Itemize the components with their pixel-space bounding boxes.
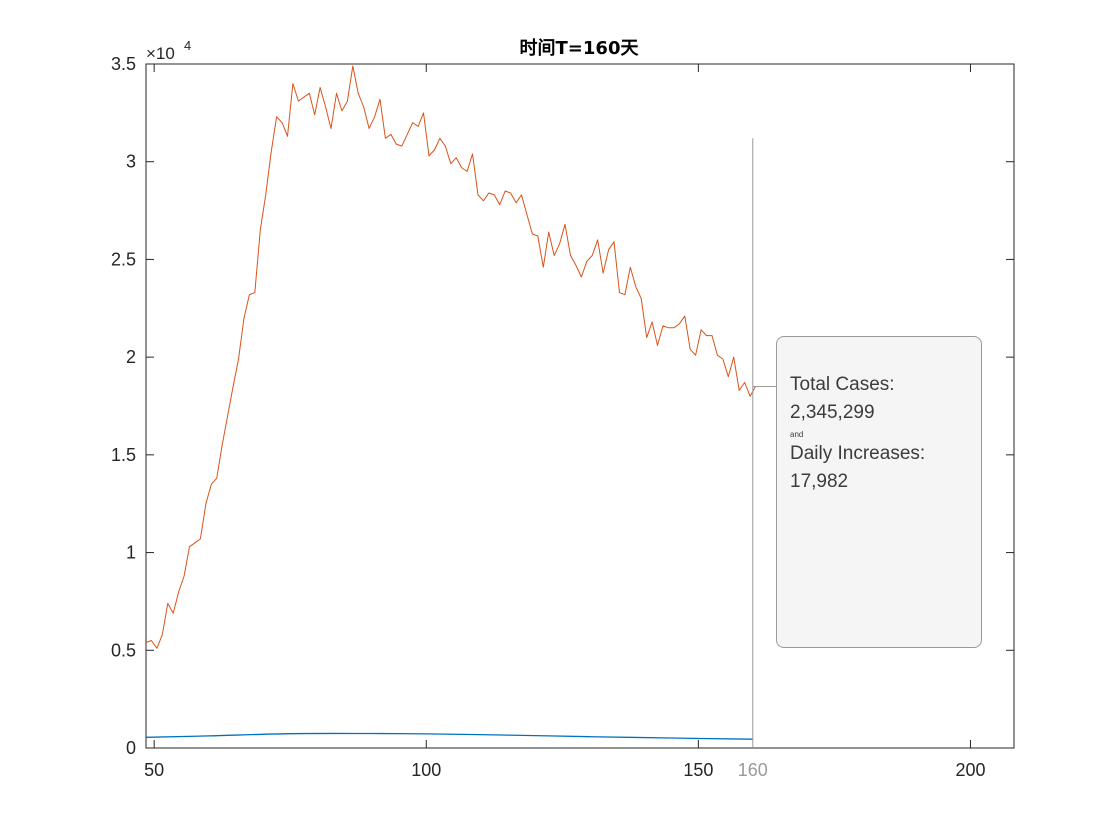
y-exponent-power: 4 (184, 38, 191, 53)
annotation-connector: and (790, 430, 804, 439)
x-tick-label: 100 (411, 760, 441, 780)
daily-increases-label: Daily Increases: (790, 443, 926, 464)
y-tick-label: 2.5 (111, 249, 136, 269)
x-tick-label: 200 (955, 760, 985, 780)
y-tick-label: 3.5 (111, 54, 136, 74)
y-tick-label: 1 (126, 543, 136, 563)
y-tick-label: 0 (126, 738, 136, 758)
y-tick-label: 2 (126, 347, 136, 367)
x-tick-label: 160 (738, 760, 768, 780)
daily-increases-value: 17,982 (790, 471, 849, 492)
total-cases-label: Total Cases: (790, 374, 895, 395)
y-tick-label: 3 (126, 152, 136, 172)
y-tick-label: 0.5 (111, 640, 136, 660)
x-tick-label: 150 (683, 760, 713, 780)
x-tick-label: 50 (144, 760, 164, 780)
series-line-blue (145, 732, 753, 740)
y-exponent-label: ×10 (146, 44, 175, 63)
plot-area: 0 0.5 1 1.5 2 2.5 3 3.5 50 100 150 160 200 (111, 54, 1015, 780)
chart-title: 时间T=160天 (520, 38, 640, 59)
series-line-orange (145, 65, 756, 649)
y-tick-label: 1.5 (111, 445, 136, 465)
annotation-box: Total Cases: 2,345,299 and Daily Increas… (776, 336, 982, 648)
axes-box (145, 63, 1015, 749)
total-cases-value: 2,345,299 (790, 402, 875, 423)
